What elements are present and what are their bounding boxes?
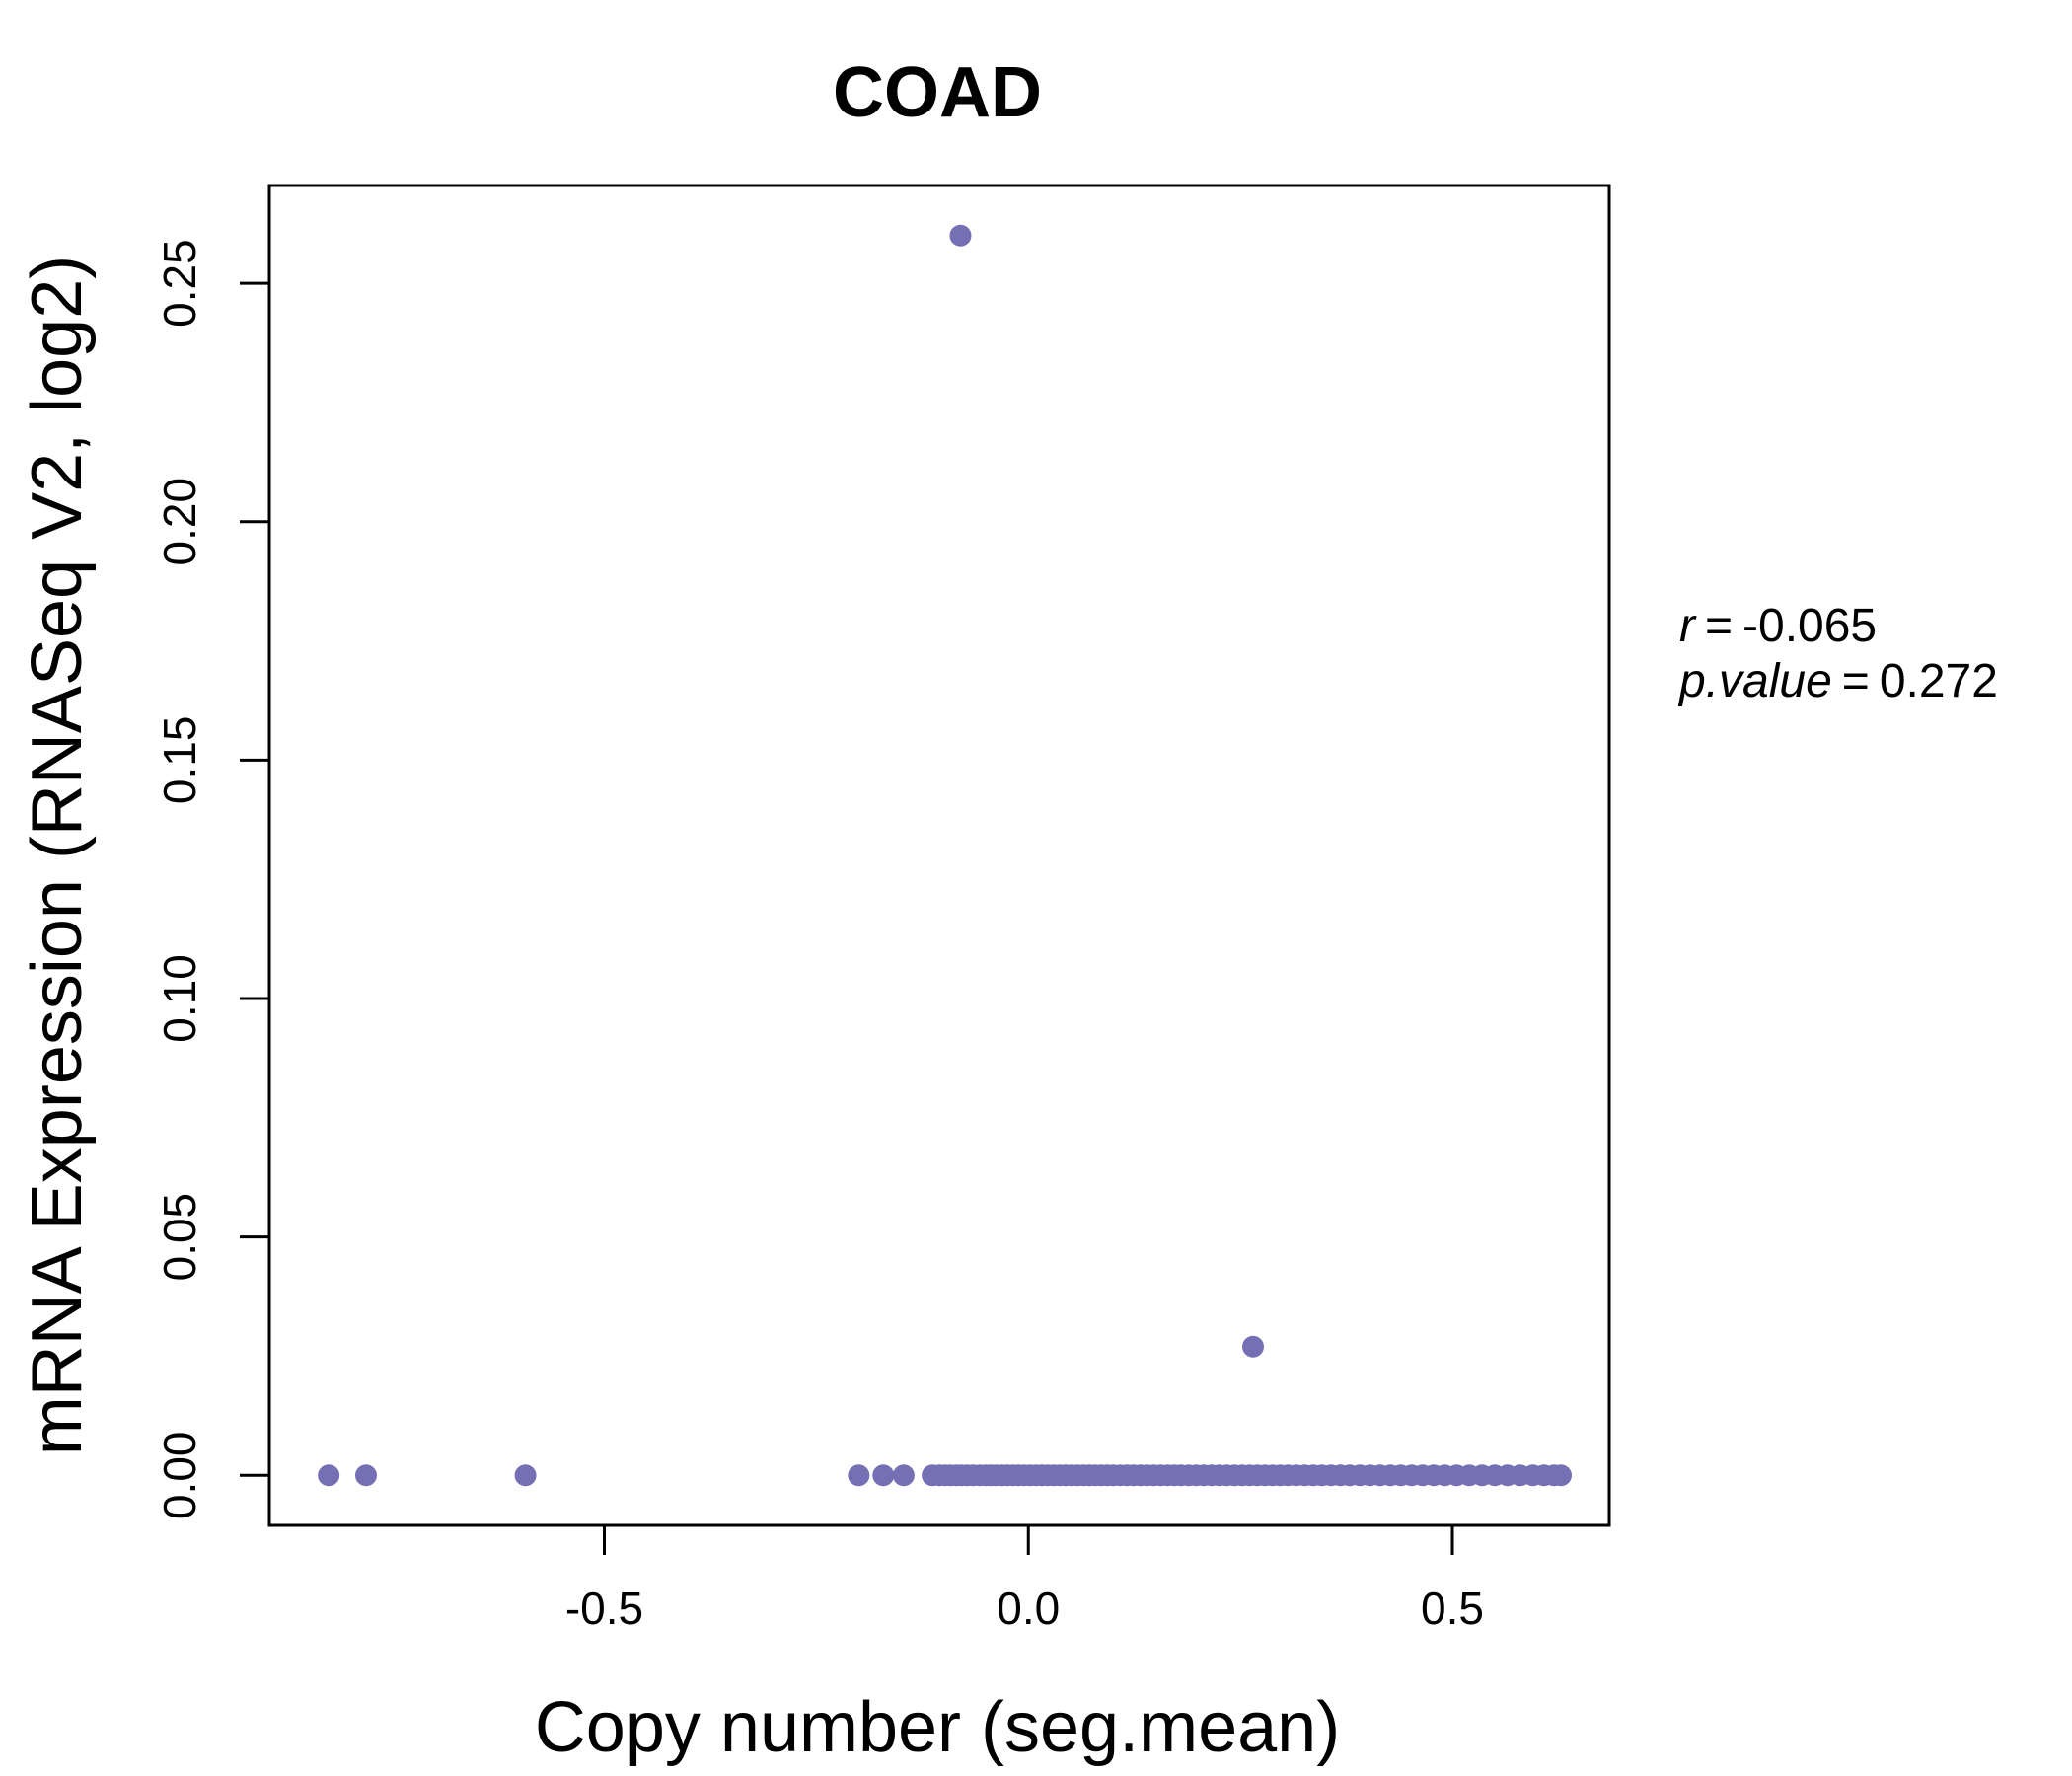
y-axis: 0.00 0.05 0.10 0.15 0.20 0.25 [154,239,269,1519]
y-tick-label: 0.25 [154,239,205,328]
data-point [318,1464,340,1487]
y-tick-label: 0.15 [154,716,205,805]
stat-r: r = -0.065 [1679,600,1877,652]
data-point [848,1464,870,1487]
stat-p-value: 0.272 [1880,655,1998,707]
stat-r-value: -0.065 [1742,600,1877,652]
data-point [514,1464,537,1487]
y-tick-label: 0.00 [154,1431,205,1519]
stat-p-label: p.value [1677,655,1832,707]
data-point [1550,1464,1573,1487]
x-tick-label: 0.5 [1421,1583,1484,1634]
data-point [872,1464,895,1487]
chart-title: COAD [833,53,1042,132]
data-point [1242,1335,1265,1358]
data-point [354,1464,377,1487]
data-point [949,224,972,247]
stat-r-label: r [1679,600,1697,652]
y-tick-label: 0.20 [154,478,205,566]
data-points [318,224,1573,1487]
x-axis: -0.5 0.0 0.5 [565,1525,1484,1634]
y-tick-label: 0.05 [154,1193,205,1282]
data-point [892,1464,915,1487]
y-axis-label: mRNA Expression (RNASeq V2, log2) [18,256,97,1455]
y-tick-label: 0.10 [154,954,205,1043]
plot-frame [267,184,1611,1527]
stat-p: p.value = 0.272 [1677,655,1998,707]
x-axis-label: Copy number (seg.mean) [535,1688,1340,1767]
x-tick-label: -0.5 [565,1583,643,1634]
x-tick-label: 0.0 [997,1583,1060,1634]
